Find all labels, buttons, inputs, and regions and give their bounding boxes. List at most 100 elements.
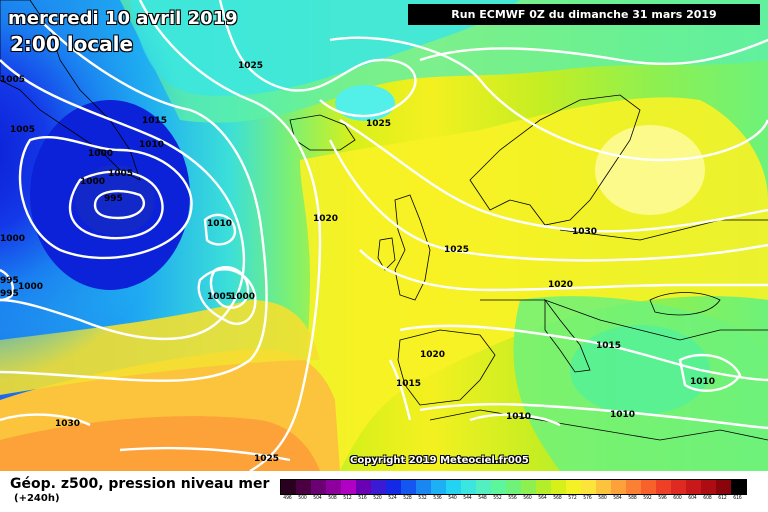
isobar-1025-north <box>419 38 768 66</box>
greenland-coast <box>0 0 141 181</box>
legend-tick-label: 540 <box>448 495 457 501</box>
isobar-label: 1020 <box>548 280 573 290</box>
forecast-time: 2:00 locale <box>10 32 134 56</box>
legend-tick-label: 560 <box>523 495 532 501</box>
isobar-1015-spain <box>388 359 412 421</box>
legend-tick-label: 576 <box>583 495 592 501</box>
legend-swatch <box>281 480 296 494</box>
legend-tick-label: 604 <box>688 495 697 501</box>
legend-tick-label: 580 <box>598 495 607 501</box>
isobar-995-low <box>93 189 146 220</box>
z500-orange-sw-inner <box>0 416 320 471</box>
baltic-coast <box>559 219 768 241</box>
isobar-1005-mid <box>197 268 257 326</box>
legend-swatch <box>701 480 716 494</box>
legend-tick-label: 612 <box>718 495 727 501</box>
isobar-label: 1005 <box>0 75 25 85</box>
isobar-labels: 1025 1025 1015 1010 1005 1005 1000 1000 … <box>0 61 715 464</box>
legend-swatch <box>371 480 386 494</box>
isobar-label: 1030 <box>55 419 80 429</box>
isobar-label: 995 <box>0 276 19 286</box>
legend-tick-label: 520 <box>373 495 382 501</box>
isobar-1025-band <box>328 139 768 262</box>
legend-tick-label: 592 <box>643 495 652 501</box>
isobar-1010-west <box>0 59 246 341</box>
pressure-map: 1025 1025 1015 1010 1005 1005 1000 1000 … <box>0 0 768 471</box>
legend-tick-label: 556 <box>508 495 517 501</box>
legend-swatch <box>356 480 371 494</box>
isobar-label: 1020 <box>313 214 338 224</box>
isobar-1020-band <box>359 249 768 292</box>
isobar-label: 1010 <box>506 412 531 422</box>
legend-swatch <box>296 480 311 494</box>
legend-swatch <box>401 480 416 494</box>
isobar-label: 1000 <box>18 282 43 292</box>
isobar-1025-sw <box>119 446 291 462</box>
isobar-label: 1010 <box>207 219 232 229</box>
scandinavia-coast <box>469 94 641 226</box>
lead-time: (+240h) <box>14 493 60 504</box>
isobar-1000-mid <box>209 266 250 309</box>
legend-swatch <box>311 480 326 494</box>
color-legend <box>280 479 747 495</box>
isobar-1000-low <box>68 170 164 240</box>
legend-swatch <box>566 480 581 494</box>
legend-tick-label: 532 <box>418 495 427 501</box>
legend-swatch <box>716 480 731 494</box>
isobar-1020-mid <box>138 0 322 471</box>
footer-bar: Géop. z500, pression niveau mer (+240h) … <box>0 471 768 512</box>
legend-swatch <box>671 480 686 494</box>
isobar-label: 1000 <box>80 177 105 187</box>
legend-tick-label: 600 <box>673 495 682 501</box>
black-sea-coast <box>649 292 721 316</box>
z500-cyan-patch <box>335 85 395 121</box>
isobar-label: 1025 <box>366 119 391 129</box>
legend-tick-label: 500 <box>298 495 307 501</box>
copyright-text: Copyright 2019 Meteociel.fr005 <box>350 455 529 466</box>
legend-tick-label: 568 <box>553 495 562 501</box>
isobar-label: 1005 <box>10 125 35 135</box>
legend-swatch <box>596 480 611 494</box>
legend-swatch <box>416 480 431 494</box>
legend-tick-label: 544 <box>463 495 472 501</box>
isobar-label: 1000 <box>230 292 255 302</box>
legend-tick-label: 588 <box>628 495 637 501</box>
isobar-label: 1005 <box>207 292 232 302</box>
isobar-1010-se <box>419 403 768 430</box>
legend-tick-label: 536 <box>433 495 442 501</box>
ireland-coast <box>377 237 396 271</box>
legend-tick-label: 508 <box>328 495 337 501</box>
legend-swatch <box>506 480 521 494</box>
isobar-1010-mid <box>203 213 237 246</box>
legend-tick-label: 512 <box>343 495 352 501</box>
legend-tick-label: 564 <box>538 495 547 501</box>
legend-swatch <box>731 480 746 494</box>
isobar-995-west <box>0 268 14 302</box>
isobar-1025-top <box>218 0 417 118</box>
legend-swatch <box>446 480 461 494</box>
legend-swatch <box>461 480 476 494</box>
legend-tick-label: 616 <box>733 495 742 501</box>
uk-coast <box>394 194 431 301</box>
legend-swatch <box>656 480 671 494</box>
legend-swatch <box>476 480 491 494</box>
iberia-coast <box>397 329 496 406</box>
legend-swatch <box>611 480 626 494</box>
isobar-label: 995 <box>104 194 123 204</box>
legend-tick-label: 528 <box>403 495 412 501</box>
legend-labels: 496 500 504 508 512 516 520 524 528 532 536 540 544 5… <box>280 495 745 501</box>
isobar-1030-scand <box>329 36 768 162</box>
legend-tick-label: 572 <box>568 495 577 501</box>
legend-tick-label: 596 <box>658 495 667 501</box>
legend-tick-label: 608 <box>703 495 712 501</box>
italy-coast <box>544 298 591 373</box>
legend-swatch <box>326 480 341 494</box>
isobar-label: 1010 <box>610 410 635 420</box>
isobar-1015-se <box>399 324 768 382</box>
legend-swatch <box>386 480 401 494</box>
legend-swatch <box>431 480 446 494</box>
isobars <box>0 0 768 471</box>
legend-tick-label: 524 <box>388 495 397 501</box>
isobar-label: 1015 <box>596 341 621 351</box>
